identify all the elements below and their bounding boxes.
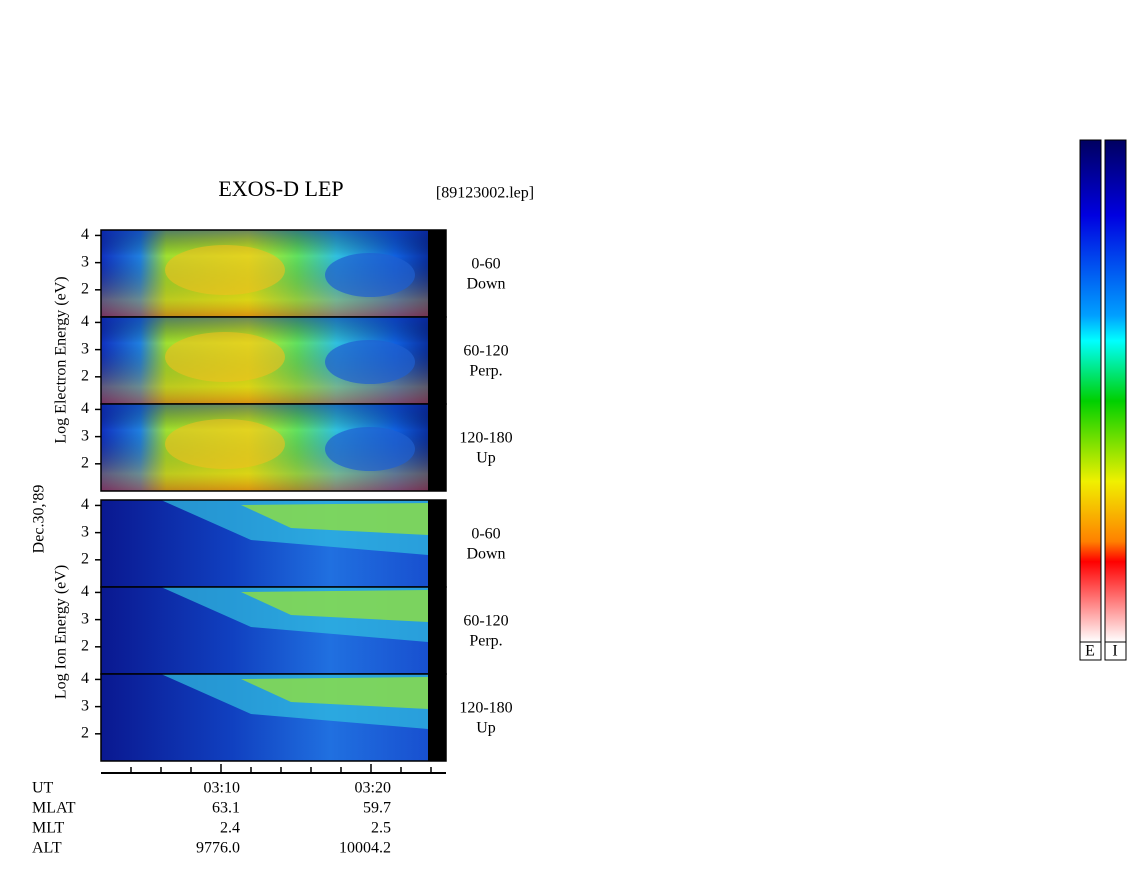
table-cell: 59.7 [363,800,391,817]
panel-direction: Down [466,546,505,563]
y-tick-label: 2 [81,367,89,384]
colorbar-label-box [1079,641,1102,661]
colorbar-label-box [1104,641,1127,661]
panel-angle: 120-180 [459,430,512,447]
panel-direction: Perp. [469,633,502,650]
data-gap [428,230,446,317]
panel-angle: 0-60 [471,256,500,273]
spectrogram-feature [165,245,285,295]
y-tick-label: 2 [81,637,89,654]
panel-direction: Up [476,450,496,467]
y-tick-label: 3 [81,523,89,540]
title: EXOS-D LEP [218,176,343,201]
colorbar-label: I [1112,643,1117,660]
row-label: UT [32,780,54,797]
table-cell: 10004.2 [339,840,391,857]
y-tick-label: 4 [81,583,89,600]
y-tick-label: 2 [81,550,89,567]
table-cell: 03:10 [204,780,240,797]
table-cell: 2.4 [220,820,240,837]
spectrogram-feature [241,677,428,709]
table-cell: 9776.0 [196,840,240,857]
y-tick-label: 3 [81,427,89,444]
y-tick-label: 2 [81,724,89,741]
colorbar-label: E [1085,643,1095,660]
y-tick-label: 4 [81,400,89,417]
panel-angle: 60-120 [463,343,508,360]
spectrogram-feature [325,253,415,297]
panel-angle: 0-60 [471,526,500,543]
y-tick-label: 3 [81,697,89,714]
spectrogram-feature [165,419,285,469]
table-cell: 03:20 [355,780,391,797]
spectrogram-feature [241,590,428,622]
y-tick-label: 2 [81,454,89,471]
row-label: MLAT [32,800,76,817]
y-tick-label: 3 [81,253,89,270]
row-label: ALT [32,840,62,857]
y-tick-label: 4 [81,313,89,330]
y-tick-label: 4 [81,226,89,243]
panel-direction: Perp. [469,363,502,380]
y-tick-label: 3 [81,610,89,627]
panel-frame [100,403,447,492]
y-tick-label: 3 [81,340,89,357]
panel-direction: Down [466,276,505,293]
file-name: [89123002.lep] [436,185,534,202]
y-tick-label: 4 [81,670,89,687]
data-gap [428,674,446,761]
data-gap [428,404,446,491]
panel-angle: 120-180 [459,700,512,717]
panel-direction: Up [476,720,496,737]
y-tick-label: 2 [81,280,89,297]
ion-axis-label: Log Ion Energy (eV) [53,565,70,699]
spectrogram-feature [325,427,415,471]
data-gap [428,317,446,404]
y-tick-label: 4 [81,496,89,513]
data-gap [428,587,446,674]
time-axis [101,764,446,774]
spectrogram-feature [325,340,415,384]
row-label: MLT [32,820,65,837]
panel-frame [100,673,447,762]
electron-axis-label: Log Electron Energy (eV) [53,276,70,443]
colorbar [1104,139,1127,643]
spectrogram-feature [241,503,428,535]
spectrogram-feature [165,332,285,382]
data-gap [428,500,446,587]
panel-angle: 60-120 [463,613,508,630]
colorbar [1079,139,1102,643]
table-cell: 2.5 [371,820,391,837]
date-label: Dec.30,'89 [31,485,48,554]
table-cell: 63.1 [212,800,240,817]
